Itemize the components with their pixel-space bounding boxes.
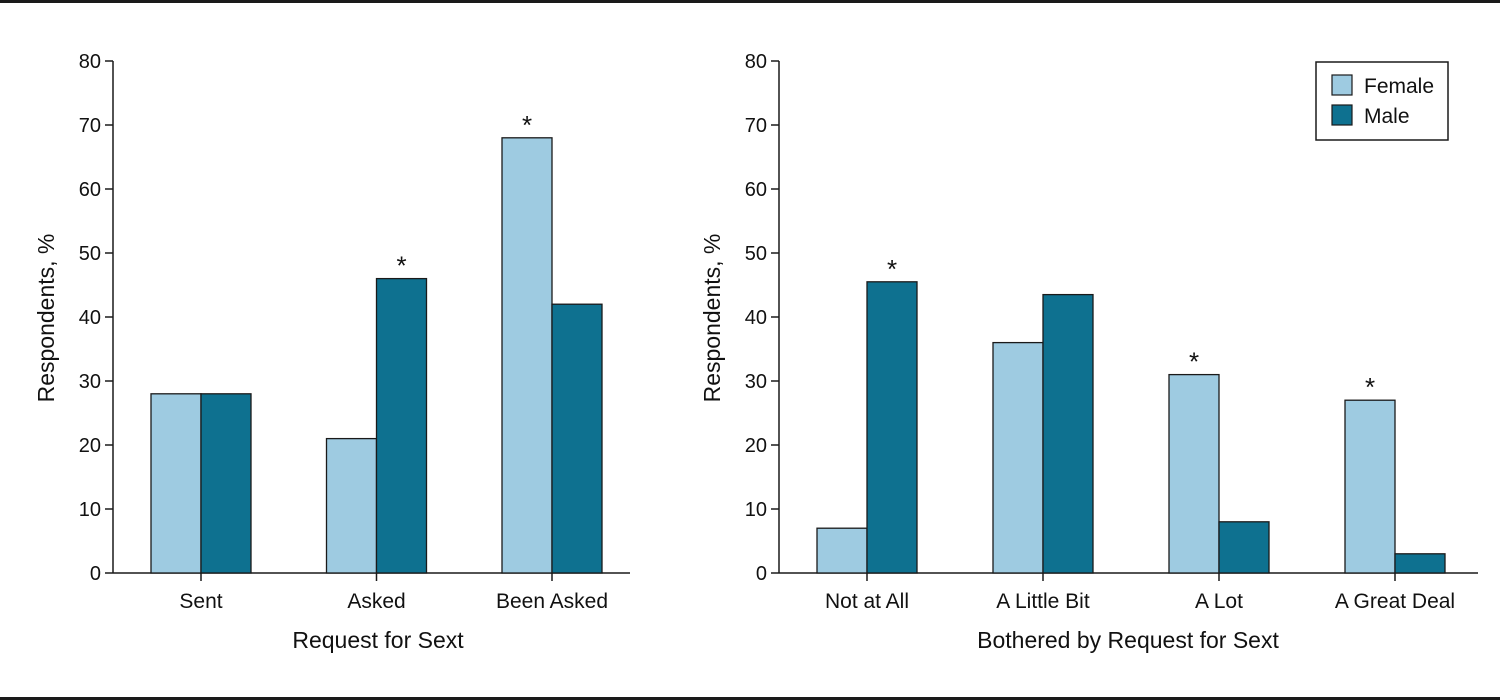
legend-swatch-female xyxy=(1331,74,1353,96)
right-y-tick-label: 10 xyxy=(745,499,767,521)
left-bar-female-0 xyxy=(150,393,202,574)
left-y-tick-label: 70 xyxy=(79,115,101,137)
right-y-tick-label: 40 xyxy=(745,307,767,329)
legend-swatch-male xyxy=(1331,104,1353,126)
left-significance-asterisk: * xyxy=(396,251,406,281)
right-y-tick-label: 50 xyxy=(745,243,767,265)
left-bar-male-1 xyxy=(375,277,428,574)
right-y-tick-label: 60 xyxy=(745,179,767,201)
legend-box xyxy=(1315,61,1449,141)
left-y-tick-label: 30 xyxy=(79,371,101,393)
left-y-tick-label: 40 xyxy=(79,307,101,329)
left-category-label: Been Asked xyxy=(496,590,608,613)
right-bar-male-2 xyxy=(1218,521,1270,574)
right-y-tick-label: 30 xyxy=(745,371,767,393)
right-significance-asterisk: * xyxy=(1365,372,1375,402)
right-x-axis-label: Bothered by Request for Sext xyxy=(977,627,1279,653)
left-y-tick-label: 60 xyxy=(79,179,101,201)
right-significance-asterisk: * xyxy=(1189,347,1199,377)
right-bar-male-0 xyxy=(866,281,918,574)
right-y-axis-label: Respondents, % xyxy=(699,234,725,403)
left-y-tick-label: 0 xyxy=(90,563,101,585)
right-category-label: Not at All xyxy=(825,590,909,613)
right-bar-male-3 xyxy=(1394,553,1446,574)
right-bar-female-1 xyxy=(992,341,1044,574)
left-y-tick-label: 20 xyxy=(79,435,101,457)
left-x-axis-label: Request for Sext xyxy=(292,627,464,653)
left-bar-male-2 xyxy=(551,303,603,574)
right-y-tick-label: 80 xyxy=(745,51,767,73)
right-y-tick-label: 20 xyxy=(745,435,767,457)
legend: Female Male xyxy=(1315,61,1449,141)
left-y-tick-label: 50 xyxy=(79,243,101,265)
right-significance-asterisk: * xyxy=(887,254,897,284)
right-category-label: A Little Bit xyxy=(996,590,1090,613)
right-bar-female-0 xyxy=(816,527,868,574)
left-y-axis-label: Respondents, % xyxy=(33,234,59,403)
left-bar-male-0 xyxy=(200,393,252,574)
right-bar-male-1 xyxy=(1042,293,1094,574)
right-bar-female-2 xyxy=(1168,373,1220,574)
right-category-label: A Lot xyxy=(1195,590,1243,613)
right-bar-female-3 xyxy=(1344,399,1396,574)
left-y-tick-label: 80 xyxy=(79,51,101,73)
left-y-tick-label: 10 xyxy=(79,499,101,521)
right-category-label: A Great Deal xyxy=(1335,590,1455,613)
left-bar-female-1 xyxy=(325,437,378,574)
right-y-tick-label: 0 xyxy=(756,563,767,585)
left-bar-female-2 xyxy=(501,137,553,574)
legend-label-male: Male xyxy=(1364,105,1410,128)
left-category-label: Asked xyxy=(347,590,405,613)
right-y-tick-label: 70 xyxy=(745,115,767,137)
legend-label-female: Female xyxy=(1364,75,1434,98)
left-significance-asterisk: * xyxy=(522,110,532,140)
left-category-label: Sent xyxy=(179,590,222,613)
